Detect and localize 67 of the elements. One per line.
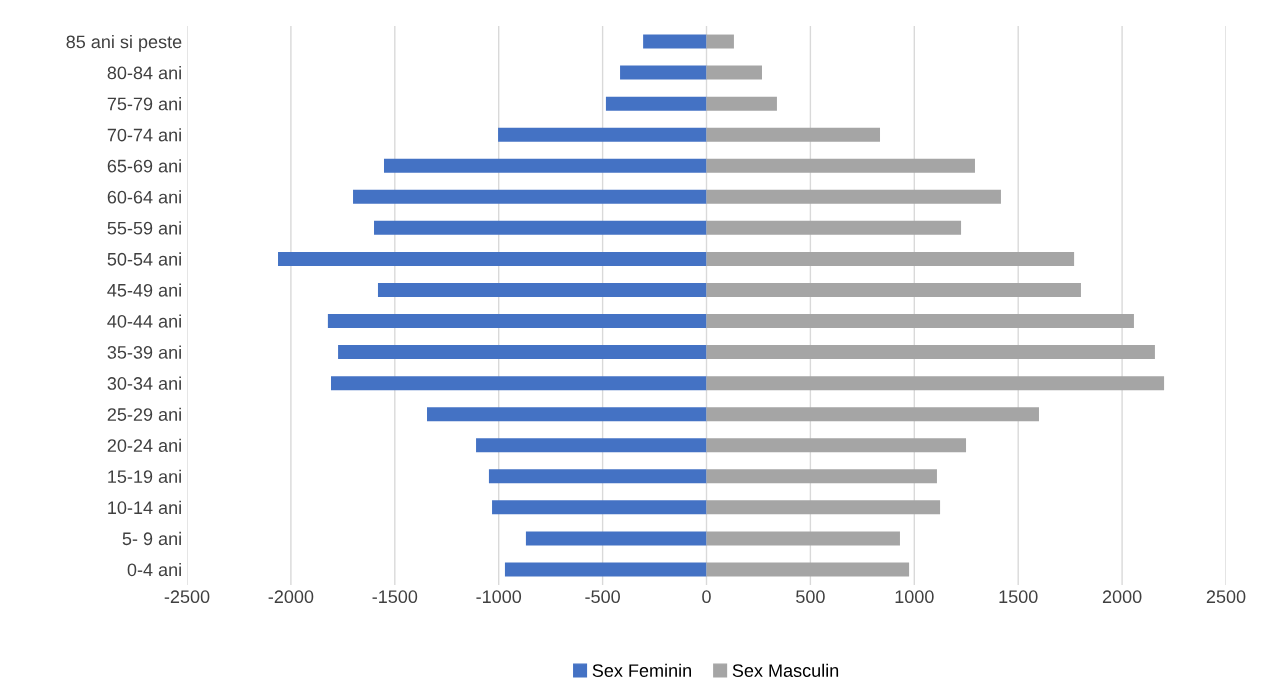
y-tick-label: 80-84 ani <box>107 66 181 80</box>
bar <box>476 438 707 453</box>
bar <box>383 158 707 173</box>
x-tick-label: -1000 <box>476 590 522 604</box>
bar <box>605 96 707 111</box>
bar <box>706 96 777 111</box>
y-tick-label: 40-44 ani <box>107 314 181 328</box>
y-tick-label: 50-54 ani <box>107 252 181 266</box>
y-tick-label: 35-39 ani <box>107 345 181 359</box>
bar <box>353 189 707 204</box>
bar <box>706 500 941 515</box>
bar <box>706 314 1134 329</box>
bar <box>492 500 707 515</box>
y-tick-label: 20-24 ani <box>107 438 181 452</box>
y-tick-label: 0-4 ani <box>127 562 181 577</box>
x-tick-label: -2000 <box>268 590 314 604</box>
x-tick-label: 500 <box>796 590 825 604</box>
bar <box>706 531 900 546</box>
bar <box>427 407 707 422</box>
bar <box>706 438 967 453</box>
bar <box>706 65 762 80</box>
bar <box>706 34 734 49</box>
x-tick-label: -500 <box>585 590 620 604</box>
y-tick-label: 65-69 ani <box>107 159 181 173</box>
bar <box>706 220 962 235</box>
y-tick-label: 25-29 ani <box>107 407 181 421</box>
bar <box>706 376 1165 391</box>
x-tick-label: 2000 <box>1102 590 1142 604</box>
bar <box>374 220 707 235</box>
bar <box>706 282 1081 297</box>
x-tick-label: 1500 <box>999 590 1038 604</box>
y-tick-label: 45-49 ani <box>107 283 181 297</box>
bar <box>706 562 910 577</box>
x-tick-label: -2500 <box>164 590 210 604</box>
bar <box>706 189 1001 204</box>
bar <box>525 531 707 546</box>
bar <box>488 469 707 484</box>
bar <box>377 282 707 297</box>
bar <box>706 345 1155 360</box>
y-tick-label: 30-34 ani <box>107 376 181 390</box>
legend-label: Sex Feminin <box>592 663 691 677</box>
bar <box>706 251 1075 266</box>
y-tick-label: 85 ani si peste <box>66 34 182 52</box>
y-tick-label: 75-79 ani <box>107 97 181 111</box>
bar <box>706 127 881 142</box>
x-tick-label: 1000 <box>895 590 934 604</box>
y-tick-label: 15-19 ani <box>108 469 181 484</box>
bar <box>498 127 707 142</box>
bar <box>620 65 707 80</box>
y-tick-label: 5- 9 ani <box>122 531 181 546</box>
bar <box>338 345 707 360</box>
y-tick-label: 70-74 ani <box>107 128 181 142</box>
bar <box>706 469 937 484</box>
bar <box>643 34 707 49</box>
bar <box>331 376 707 391</box>
bar <box>706 158 975 173</box>
y-tick-label: 10-14 ani <box>108 500 181 515</box>
y-tick-label: 60-64 ani <box>107 190 181 204</box>
x-tick-label: -1500 <box>372 590 418 604</box>
legend-label: Sex Masculin <box>732 663 839 677</box>
x-tick-label: 2500 <box>1206 590 1246 604</box>
bar <box>278 251 707 266</box>
x-tick-label: 0 <box>702 590 711 604</box>
bar <box>327 314 707 329</box>
bar <box>504 562 707 577</box>
bar <box>706 407 1039 422</box>
y-tick-label: 55-59 ani <box>107 221 181 235</box>
